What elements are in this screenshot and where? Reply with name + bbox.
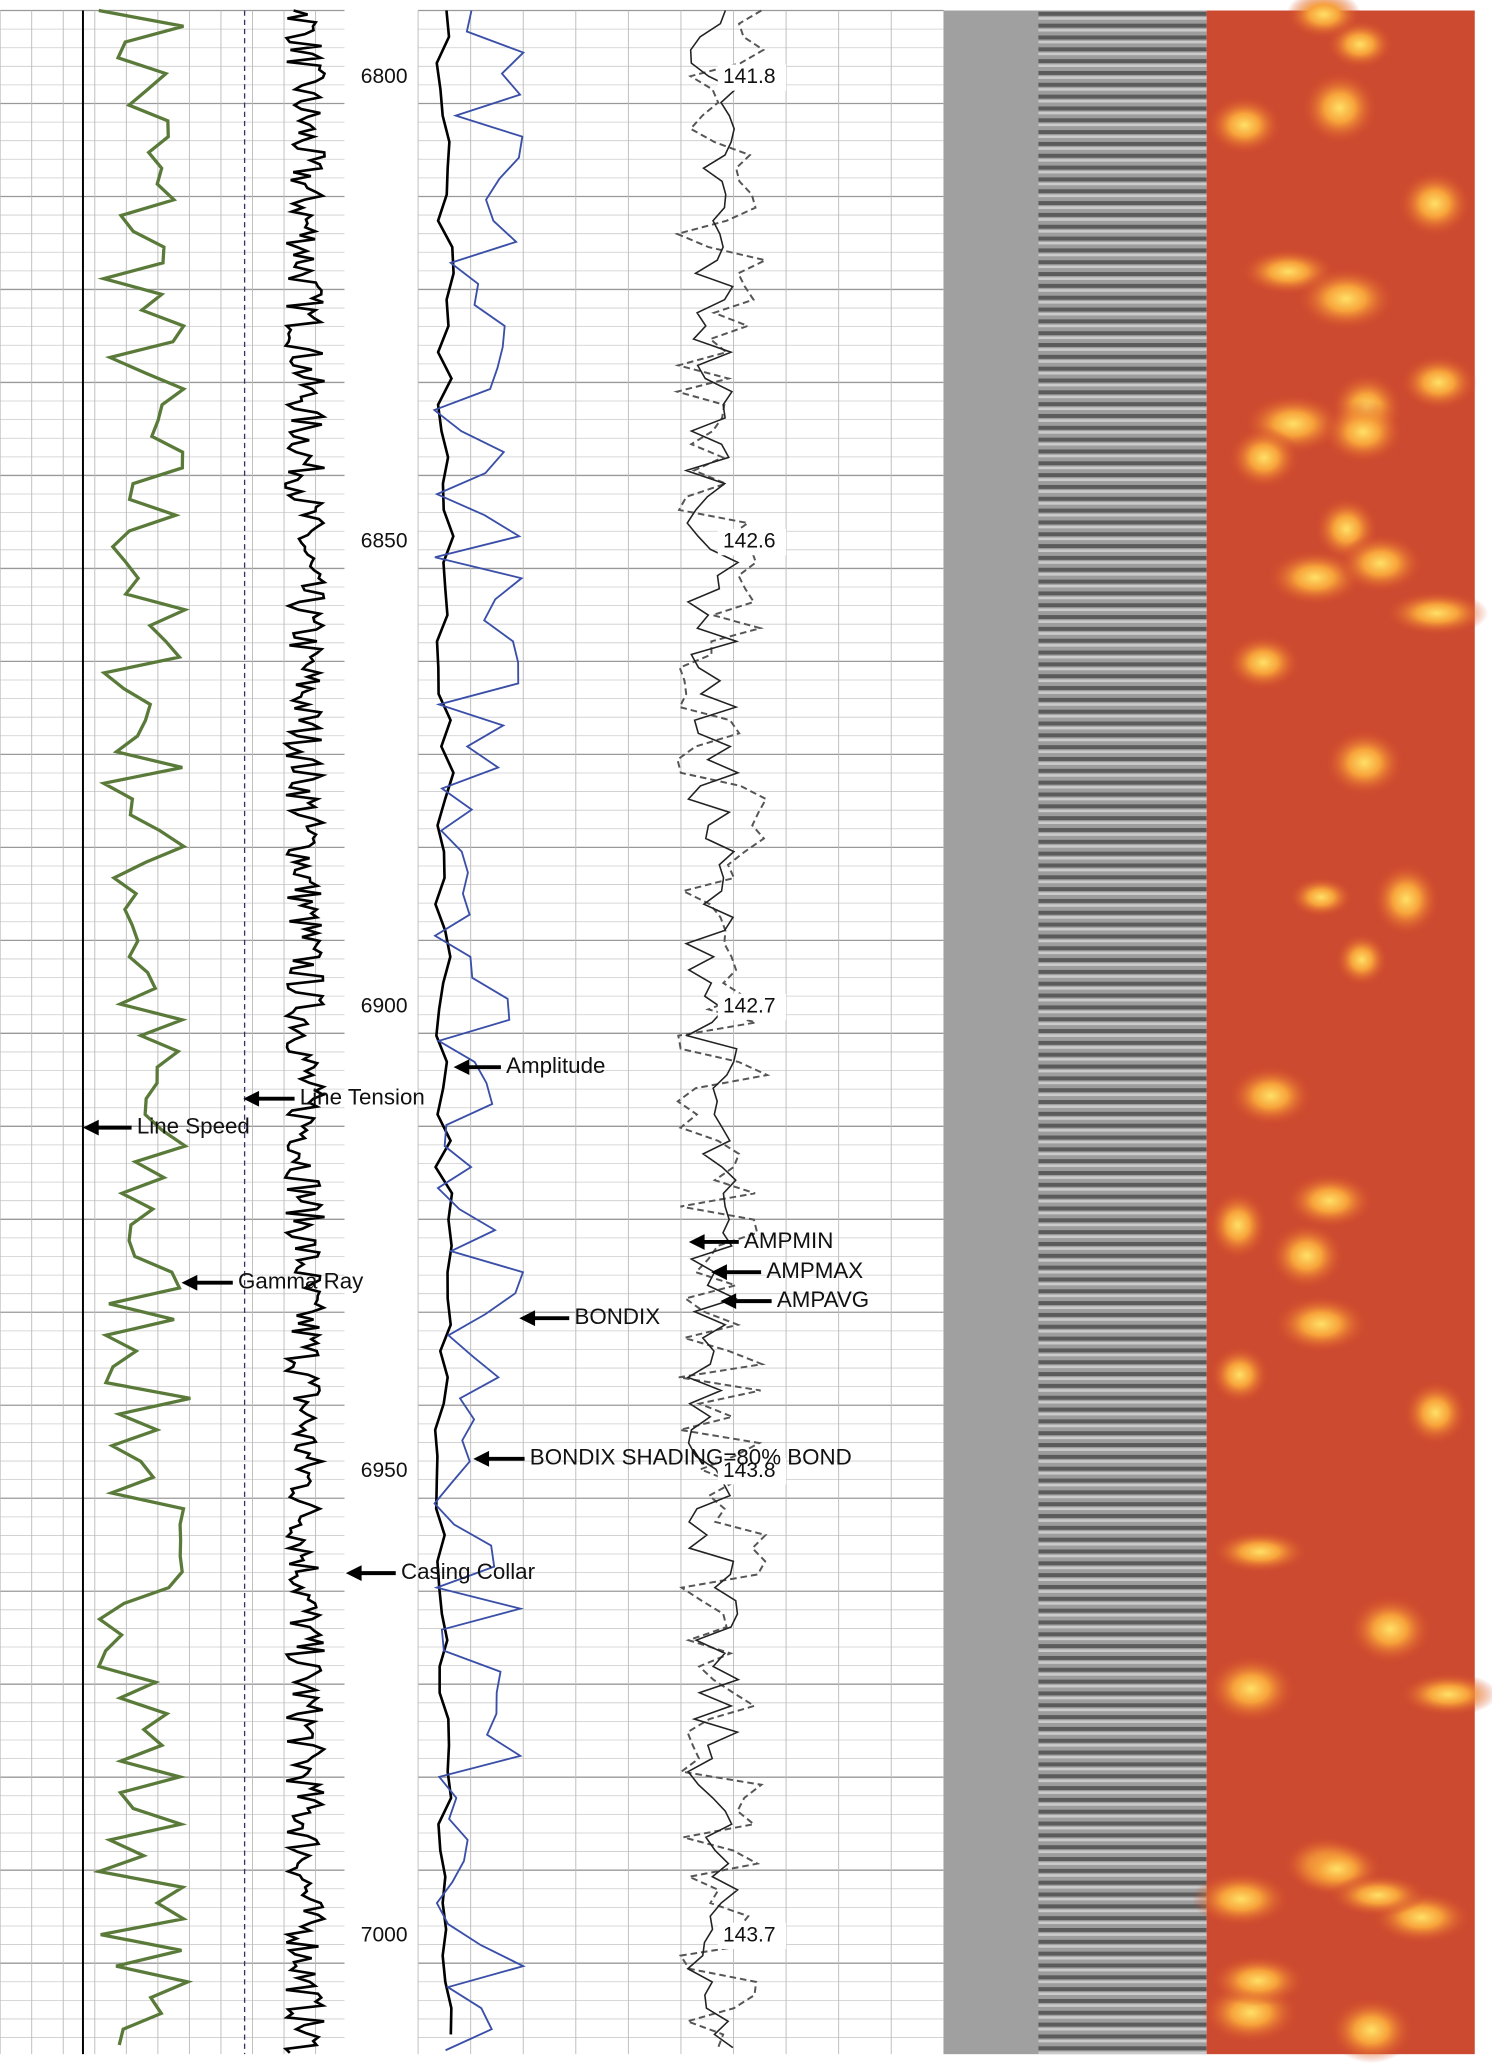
highlight (1192, 1871, 1290, 1927)
annotation-arrowhead (345, 1565, 362, 1582)
grid (0, 9, 945, 2055)
temperature-label: 143.8 (723, 1459, 776, 1482)
highlight (1289, 876, 1354, 918)
highlight (1372, 862, 1440, 936)
annotation-arrowhead (711, 1264, 727, 1281)
annotation-arrowhead (473, 1450, 490, 1467)
highlight (1398, 170, 1472, 237)
highlight (1286, 0, 1362, 39)
highlight (1274, 1295, 1369, 1353)
annotation-arrowhead (82, 1119, 99, 1136)
temperature-label-bg (717, 993, 787, 1020)
depth-label: 7000 (361, 1923, 408, 1946)
depth-label: 6800 (361, 65, 408, 88)
depth-label-bg (344, 993, 416, 1020)
ampmax-curve (683, 10, 741, 2049)
highlight (1208, 1190, 1268, 1260)
temperature-label: 141.8 (723, 65, 776, 88)
annotation-label: Casing Collar (401, 1559, 536, 1584)
temperature-label-bg (717, 528, 787, 556)
depth-label: 6850 (361, 530, 408, 553)
highlight (1212, 1530, 1308, 1573)
highlight (1324, 729, 1405, 797)
depth-label-bg (344, 528, 416, 556)
depth-label-bg (344, 64, 416, 91)
highlight (1399, 1672, 1492, 1717)
highlight (1228, 1065, 1313, 1126)
temperature-label-bg (717, 1458, 787, 1485)
annotation-label: AMPMAX (766, 1258, 863, 1283)
temperature-label: 142.7 (723, 994, 776, 1017)
highlight (1337, 533, 1424, 593)
highlight (1348, 1594, 1433, 1664)
annotation-label: Amplitude (506, 1053, 605, 1078)
annotation-label: AMPMIN (744, 1228, 833, 1253)
temperature-label-bg (717, 1922, 787, 1950)
temperature-label: 143.7 (723, 1923, 776, 1946)
annotation-arrowhead (453, 1059, 470, 1076)
highlight (1210, 1346, 1270, 1404)
highlight (1206, 1655, 1296, 1723)
highlight (1335, 933, 1389, 987)
depth-label-bg (344, 1922, 416, 1950)
highlight (1301, 71, 1378, 145)
annotation-label: AMPAVG (777, 1287, 869, 1312)
waveform-stripes (1038, 10, 1207, 2055)
highlight (1269, 1222, 1345, 1290)
curves (92, 8, 771, 2054)
highlight (1403, 1380, 1468, 1446)
annotation-arrowhead (720, 1293, 737, 1309)
annotation-arrowhead (688, 1234, 705, 1250)
highlight (1297, 267, 1395, 331)
highlight (1385, 590, 1489, 636)
cement-map-highlights (1192, 0, 1492, 2064)
annotation-arrowhead (181, 1274, 198, 1291)
highlight (1322, 400, 1404, 464)
temperature-label-bg (717, 64, 787, 91)
depth-label-bg (344, 1458, 416, 1485)
highlight (1285, 1173, 1374, 1229)
annotation-label: Gamma Ray (238, 1269, 364, 1294)
highlight (1228, 426, 1300, 489)
annotation-label: BONDIX SHADING=80% BOND (530, 1445, 852, 1470)
highlight (1400, 354, 1477, 410)
highlight (1206, 95, 1282, 155)
annotation-arrowhead (243, 1090, 260, 1107)
labels: 6800 141.8 6850 142.6 6900 142.7 6950 143.8 7000… (82, 64, 869, 1950)
highlight (1210, 1955, 1306, 2007)
depth-label: 6950 (361, 1459, 408, 1482)
highlight (1329, 1874, 1427, 1917)
amplitude-curve (433, 10, 455, 2035)
annotation-label: Line Tension (300, 1085, 425, 1110)
gamma-ray-curve (92, 8, 194, 2046)
annotation-label: BONDIX (574, 1304, 660, 1329)
ampavg-curve (673, 9, 771, 2048)
temperature-label: 142.6 (723, 530, 776, 553)
highlight (1329, 1997, 1414, 2064)
bondix-curve (432, 10, 526, 2052)
annotation-arrowhead (519, 1310, 536, 1327)
depth-label: 6900 (361, 994, 408, 1017)
casing-collar-curve (281, 9, 328, 2054)
annotation-label: Line Speed (137, 1114, 250, 1139)
highlight (1226, 634, 1301, 691)
